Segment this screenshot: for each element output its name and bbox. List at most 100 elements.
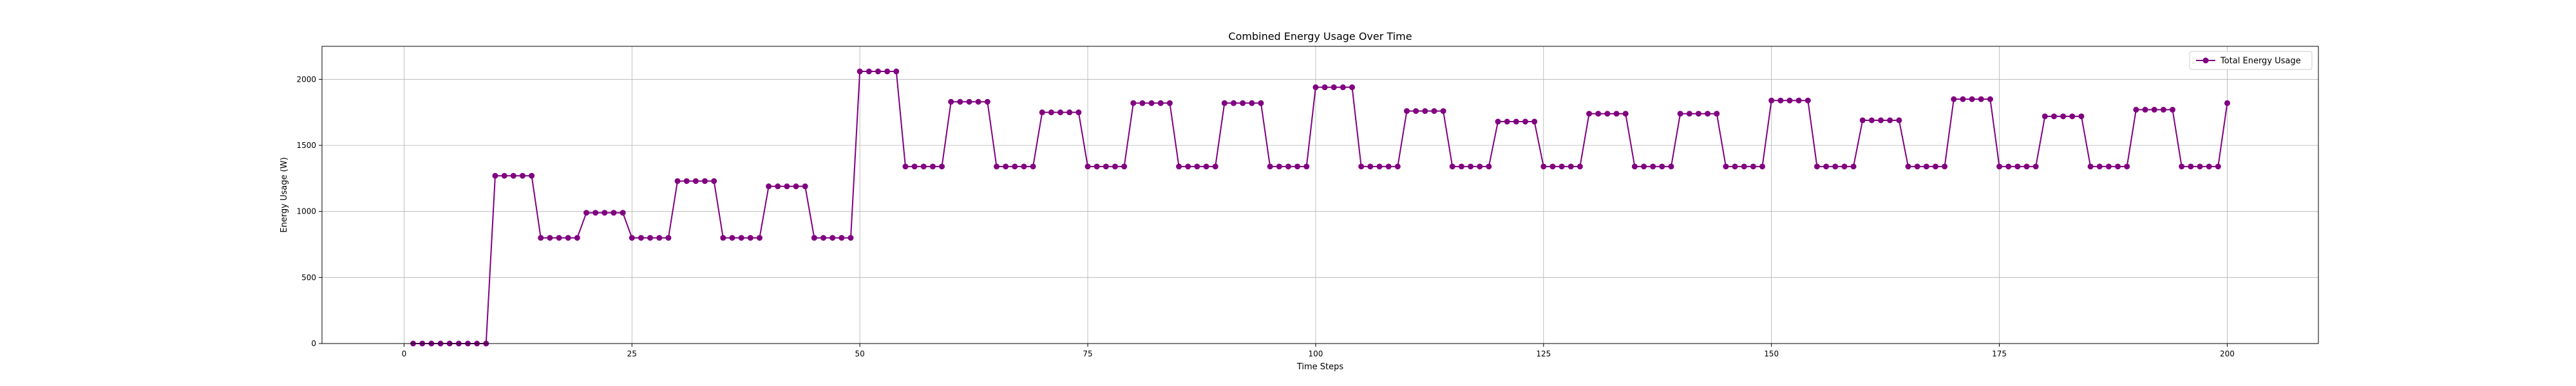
data-point — [1741, 163, 1747, 170]
data-point — [1905, 163, 1911, 170]
data-point — [692, 178, 699, 184]
data-point — [1039, 109, 1045, 116]
data-point — [857, 68, 863, 75]
data-point — [911, 163, 918, 170]
data-point — [1859, 117, 1866, 124]
data-point — [1376, 163, 1383, 170]
data-point — [1932, 163, 1938, 170]
data-point — [620, 210, 626, 216]
data-point — [1695, 111, 1701, 117]
data-point — [747, 235, 753, 241]
data-point — [611, 210, 617, 216]
x-tick-label: 200 — [2220, 349, 2235, 358]
data-point — [975, 98, 981, 105]
data-point — [1531, 118, 1538, 125]
data-point — [875, 68, 881, 75]
data-point — [2023, 163, 2030, 170]
x-tick-label: 150 — [1764, 349, 1779, 358]
data-point — [1786, 97, 1793, 104]
data-point — [2078, 113, 2085, 120]
y-tick-label: 0 — [311, 339, 316, 348]
data-point — [738, 235, 744, 241]
data-point — [775, 183, 781, 190]
data-point — [2096, 163, 2103, 170]
data-point — [1094, 163, 1100, 170]
data-point — [829, 235, 836, 241]
data-point — [902, 163, 909, 170]
data-point — [1057, 109, 1064, 116]
data-point — [1194, 163, 1200, 170]
data-point — [2160, 107, 2166, 113]
data-point — [2206, 163, 2212, 170]
data-point — [939, 163, 945, 170]
x-tick-label: 175 — [1992, 349, 2007, 358]
data-point — [966, 98, 972, 105]
data-point — [848, 235, 854, 241]
data-point — [1185, 163, 1191, 170]
data-point — [1896, 117, 1902, 124]
data-point — [1951, 96, 1957, 102]
data-point — [1631, 163, 1638, 170]
y-tick-label: 1500 — [296, 141, 316, 150]
data-point — [2115, 163, 2121, 170]
data-point — [510, 172, 516, 179]
y-tick-label: 1000 — [296, 207, 316, 216]
data-point — [1604, 111, 1611, 117]
data-point — [2179, 163, 2185, 170]
legend-label: Total Energy Usage — [2220, 57, 2301, 66]
data-point — [1413, 108, 1419, 115]
legend: Total Energy Usage — [2189, 51, 2313, 70]
grid-lines — [322, 46, 2318, 344]
data-point — [1048, 109, 1054, 116]
data-point — [1923, 163, 1929, 170]
data-point — [1321, 84, 1328, 91]
data-point — [802, 183, 808, 190]
data-point — [1513, 118, 1519, 125]
data-point — [1978, 96, 1984, 102]
data-point — [1258, 100, 1264, 106]
data-point — [1641, 163, 1647, 170]
data-point — [2032, 163, 2039, 170]
data-point — [948, 98, 954, 105]
data-point — [519, 172, 526, 179]
data-point — [929, 163, 936, 170]
data-point — [1777, 97, 1784, 104]
data-point — [1996, 163, 2003, 170]
data-point — [1969, 96, 1975, 102]
data-point — [1240, 100, 1246, 106]
data-point — [2215, 163, 2221, 170]
data-point — [1468, 163, 1474, 170]
data-point — [1650, 163, 1656, 170]
data-point — [2105, 163, 2112, 170]
data-point — [1249, 100, 1255, 106]
x-tick-label: 0 — [402, 349, 407, 358]
data-point — [1567, 163, 1574, 170]
data-point — [729, 235, 735, 241]
data-point — [1221, 100, 1227, 106]
data-point — [565, 235, 571, 241]
data-point — [1714, 111, 1720, 117]
data-point — [1148, 100, 1155, 106]
data-point — [793, 183, 799, 190]
data-point — [1841, 163, 1848, 170]
y-tick-label: 500 — [301, 273, 316, 282]
data-point — [592, 210, 599, 216]
data-point — [1294, 163, 1301, 170]
data-point — [538, 235, 544, 241]
data-point — [1759, 163, 1766, 170]
legend-box — [2189, 51, 2313, 70]
data-point — [1586, 111, 1593, 117]
x-tick-label: 75 — [1083, 349, 1092, 358]
data-point — [1139, 100, 1146, 106]
data-point — [2051, 113, 2057, 120]
data-point — [1231, 100, 1237, 106]
data-point — [720, 235, 726, 241]
data-point — [2188, 163, 2194, 170]
data-point — [2069, 113, 2076, 120]
data-point — [1012, 163, 1018, 170]
data-point — [1021, 163, 1027, 170]
data-point — [1868, 117, 1875, 124]
x-tick-label: 25 — [627, 349, 637, 358]
data-point — [656, 235, 663, 241]
